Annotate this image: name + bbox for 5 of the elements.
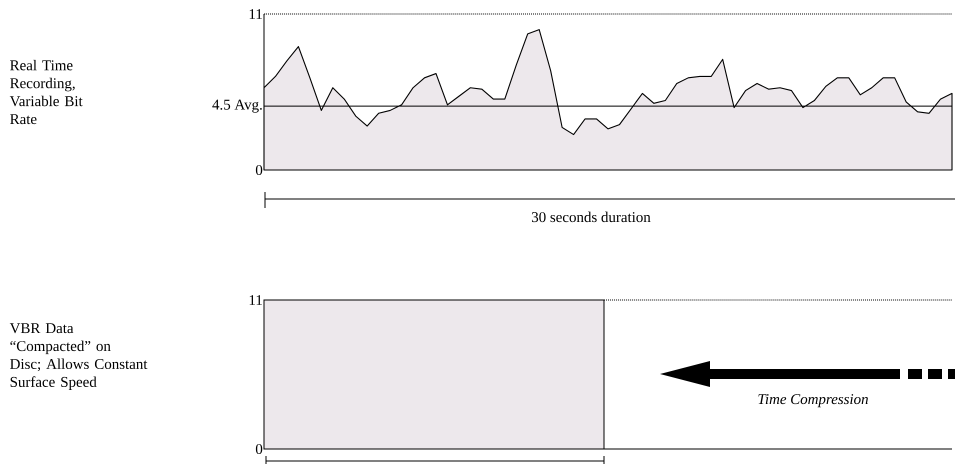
text: 30 seconds duration [532,212,651,222]
ref-line-label: 4.5 Avg. [212,100,262,113]
y-axis-title: Real Time Recording, Variable Bit Rate [10,60,83,124]
text: VBR Data “Compacted” on Disc; Allows Constant Surface Speed [10,323,148,390]
text: Time Compression [758,394,868,408]
